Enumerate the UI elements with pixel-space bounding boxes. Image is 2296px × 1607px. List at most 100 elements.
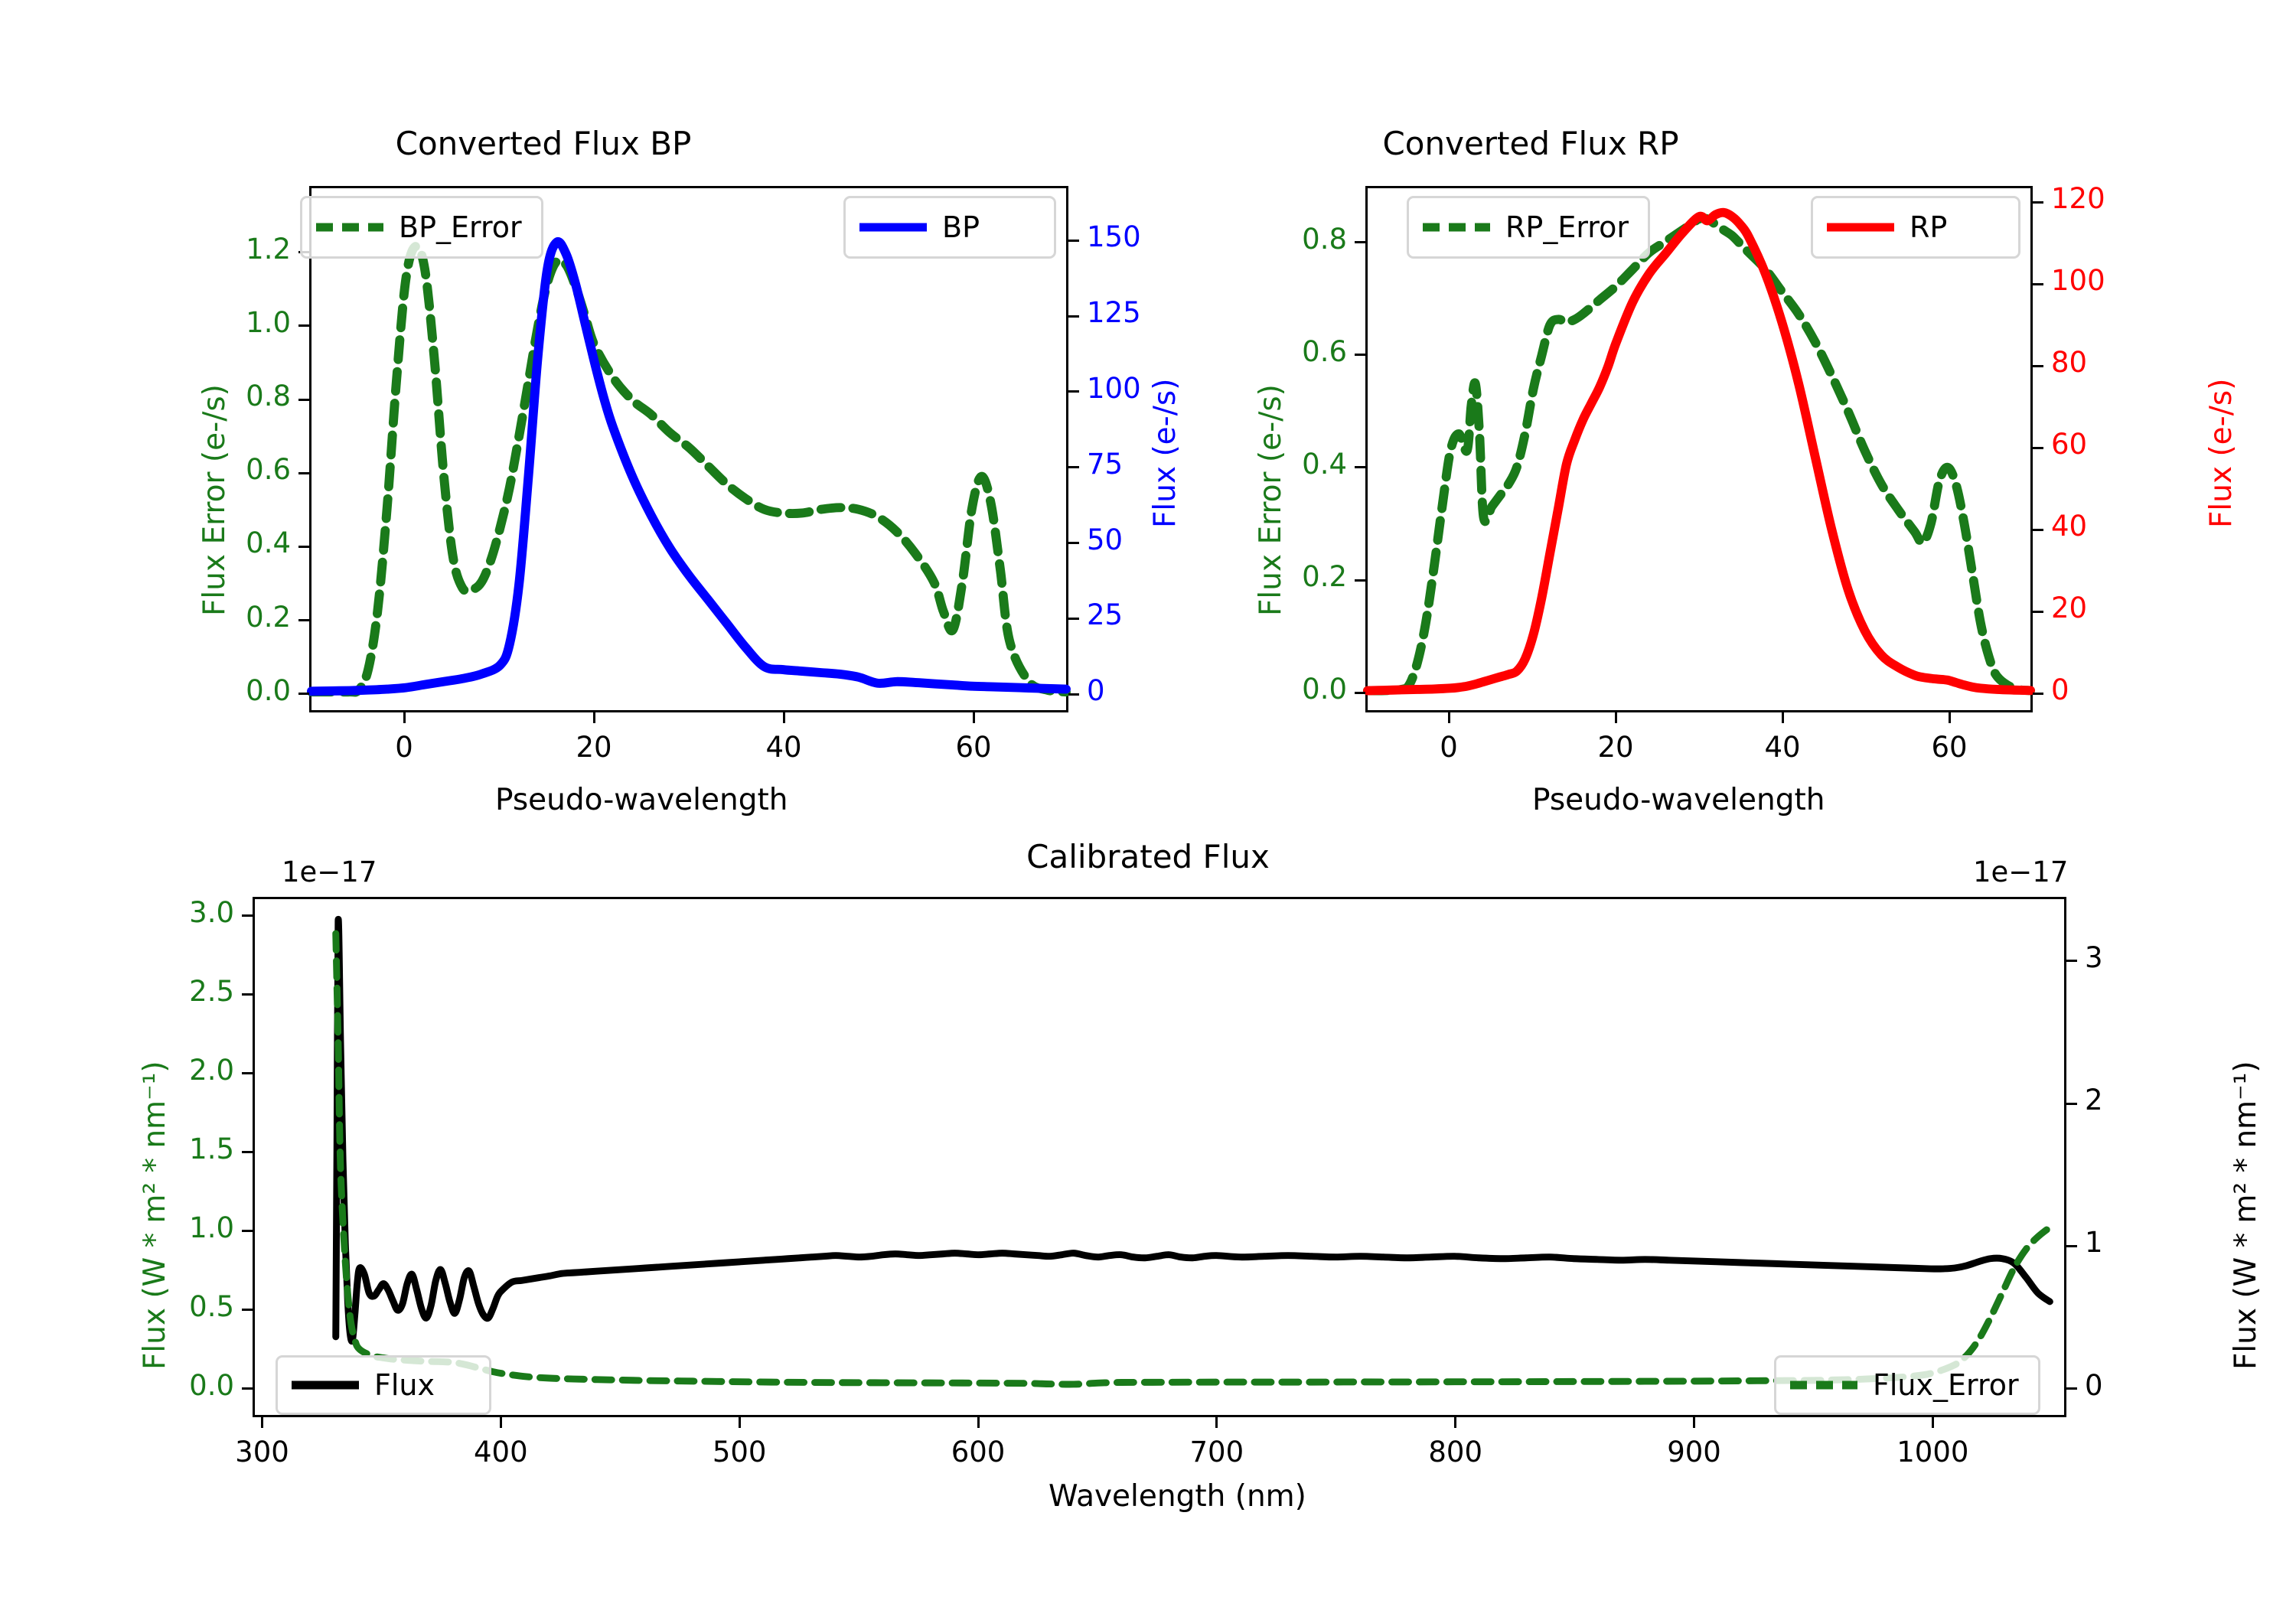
- tick-mark: [298, 324, 309, 328]
- tick-mark: [2066, 1244, 2077, 1247]
- tick-label: 300: [235, 1436, 289, 1468]
- bp-legend-bp[interactable]: BP: [843, 196, 1056, 259]
- tick-mark: [782, 712, 785, 723]
- tick-mark: [1068, 315, 1079, 318]
- cal-right-offset-text: 1e−17: [1973, 856, 2069, 888]
- tick-mark: [2066, 1102, 2077, 1105]
- tick-mark: [2033, 610, 2043, 613]
- tick-mark: [1948, 712, 1951, 723]
- tick-mark: [2033, 364, 2043, 367]
- tick-mark: [1454, 1417, 1457, 1428]
- tick-label: 2.5: [189, 974, 234, 1008]
- cal-plot-title: Calibrated Flux: [1026, 838, 1270, 875]
- tick-label: 600: [951, 1436, 1006, 1468]
- tick-mark: [2033, 282, 2043, 285]
- rp-x-axis-label: Pseudo-wavelength: [1532, 783, 1825, 817]
- tick-mark: [242, 993, 253, 996]
- tick-label: 0.2: [246, 600, 291, 634]
- tick-mark: [1355, 579, 1365, 582]
- bp-legend-bp-label: BP: [942, 210, 980, 244]
- tick-label: 0.6: [1302, 334, 1347, 368]
- converted-flux-bp-series-bp: [307, 236, 1071, 696]
- tick-label: 75: [1087, 447, 1124, 481]
- tick-mark: [298, 545, 309, 548]
- tick-label: 125: [1087, 296, 1141, 330]
- calibrated-flux-series-flux-error: [332, 930, 2053, 1388]
- dashed-line-icon: [1789, 1378, 1859, 1393]
- tick-mark: [298, 619, 309, 622]
- tick-label: 0.8: [246, 380, 291, 413]
- tick-label: 400: [474, 1436, 528, 1468]
- tick-label: 0.4: [1302, 447, 1347, 481]
- tick-mark: [1355, 241, 1365, 244]
- tick-label: 100: [2051, 264, 2105, 298]
- tick-label: 20: [1597, 731, 1634, 764]
- rp-right-axis-label: Flux (e-/s): [2204, 378, 2239, 528]
- tick-mark: [242, 1387, 253, 1390]
- tick-mark: [1355, 466, 1365, 469]
- tick-label: 800: [1428, 1436, 1482, 1468]
- tick-mark: [242, 1309, 253, 1312]
- cal-right-axis-label: Flux (W * m² * nm⁻¹): [2229, 1061, 2263, 1370]
- calibrated-flux-series-flux: [332, 915, 2053, 1345]
- tick-label: 0.0: [246, 673, 291, 707]
- tick-mark: [738, 1417, 741, 1428]
- tick-mark: [592, 712, 595, 723]
- tick-mark: [260, 1417, 263, 1428]
- tick-mark: [1068, 693, 1079, 696]
- cal-left-offset-text: 1e−17: [282, 856, 377, 888]
- tick-mark: [242, 1151, 253, 1154]
- bp-legend-error-label: BP_Error: [399, 210, 522, 244]
- rp-left-axis-label: Flux Error (e-/s): [1254, 384, 1288, 616]
- tick-label: 60: [2051, 428, 2088, 461]
- tick-label: 60: [955, 731, 992, 764]
- tick-mark: [2066, 960, 2077, 963]
- rp-plot-canvas: [1363, 207, 2035, 696]
- tick-mark: [1447, 712, 1450, 723]
- converted-flux-rp-series-rp: [1363, 207, 2035, 696]
- tick-label: 700: [1189, 1436, 1244, 1468]
- tick-mark: [2033, 200, 2043, 204]
- tick-label: 40: [1764, 731, 1801, 764]
- tick-mark: [298, 398, 309, 401]
- rp-plot-title: Converted Flux RP: [1382, 125, 1679, 162]
- tick-label: 2.0: [189, 1053, 234, 1087]
- tick-label: 0.8: [1302, 222, 1347, 256]
- tick-label: 0: [2051, 673, 2069, 707]
- solid-line-icon: [858, 220, 928, 235]
- tick-label: 1.0: [246, 305, 291, 339]
- tick-label: 500: [712, 1436, 767, 1468]
- bp-legend-error[interactable]: BP_Error: [300, 196, 543, 259]
- tick-label: 0: [395, 731, 413, 764]
- cal-plot-axes: [253, 897, 2066, 1417]
- tick-mark: [1068, 390, 1079, 393]
- tick-mark: [2066, 1387, 2077, 1390]
- tick-mark: [1068, 466, 1079, 469]
- tick-mark: [1355, 354, 1365, 357]
- rp-plot-axes: [1363, 186, 2035, 712]
- solid-line-icon: [290, 1378, 360, 1393]
- tick-label: 0: [2085, 1368, 2103, 1402]
- tick-mark: [1781, 712, 1784, 723]
- tick-label: 25: [1087, 598, 1124, 632]
- tick-label: 150: [1087, 220, 1141, 254]
- tick-label: 40: [2051, 510, 2088, 543]
- tick-mark: [1931, 1417, 1934, 1428]
- tick-label: 900: [1667, 1436, 1721, 1468]
- tick-label: 0: [1440, 731, 1458, 764]
- tick-label: 3: [2085, 940, 2103, 974]
- tick-mark: [2033, 528, 2043, 531]
- cal-legend-flux[interactable]: Flux: [276, 1355, 491, 1415]
- cal-legend-flux-error[interactable]: Flux_Error: [1774, 1355, 2040, 1415]
- rp-legend-rp[interactable]: RP: [1811, 196, 2020, 259]
- tick-mark: [1215, 1417, 1218, 1428]
- tick-label: 0: [1087, 674, 1105, 708]
- tick-label: 2: [2085, 1084, 2103, 1117]
- rp-legend-error[interactable]: RP_Error: [1407, 196, 1650, 259]
- tick-label: 0.0: [1302, 673, 1347, 706]
- solid-line-icon: [1825, 220, 1896, 235]
- cal-legend-flux-label: Flux: [374, 1368, 435, 1402]
- tick-label: 80: [2051, 346, 2088, 380]
- tick-label: 120: [2051, 182, 2105, 216]
